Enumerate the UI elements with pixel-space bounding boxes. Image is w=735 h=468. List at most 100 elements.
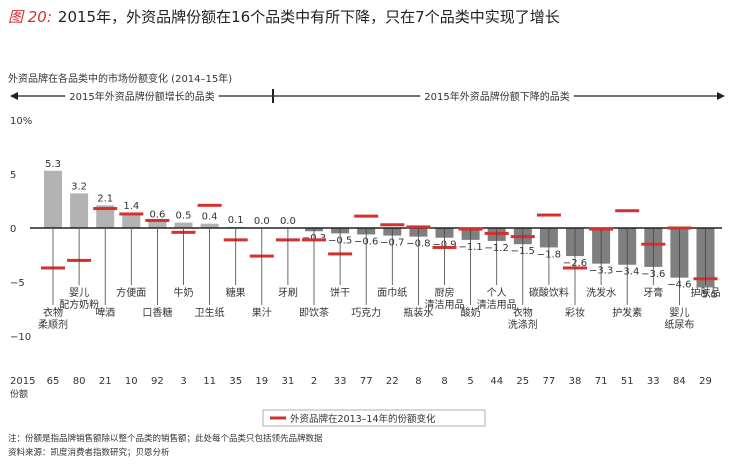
- source-note: 资料来源：凯度消费者指数研究；贝恩分析: [8, 448, 170, 458]
- legend-label: 外资品牌在2013–14年的份额变化: [290, 413, 436, 425]
- share-value: 21: [99, 376, 112, 387]
- bar: [122, 212, 141, 228]
- share-value: 3: [180, 376, 186, 387]
- share-value: 84: [673, 376, 686, 387]
- share-value: 80: [73, 376, 86, 387]
- value-label: 0.1: [228, 215, 244, 226]
- value-label: −5.5: [693, 289, 717, 300]
- category-label: 护肤品: [691, 286, 721, 299]
- share-value: 71: [595, 376, 608, 387]
- category-label: 牙刷: [278, 287, 298, 299]
- category-label: 个人: [487, 287, 507, 299]
- category-label: 清洁用品: [425, 298, 465, 311]
- category-label: 衣物: [513, 306, 533, 319]
- share-value: 19: [255, 376, 268, 387]
- share-value: 35: [229, 376, 242, 387]
- share-value: 44: [490, 376, 503, 387]
- share-value: 10: [125, 376, 138, 387]
- category-label: 清洁用品: [477, 298, 517, 311]
- prior-change-marker: [667, 226, 692, 230]
- bar: [174, 222, 193, 228]
- prior-change-marker: [145, 218, 170, 222]
- legend-box: [262, 409, 486, 427]
- arrow-label-background: [420, 89, 574, 104]
- figure-title-text: 2015年，外资品牌份额在16个品类中有所下降，只在7个品类中实现了增长: [57, 8, 560, 26]
- category-label: 厨房: [435, 286, 455, 299]
- share-value: 77: [543, 376, 556, 387]
- category-label: 面巾纸: [377, 286, 407, 299]
- prior-change-marker: [380, 223, 405, 227]
- figure-number: 图 20:: [8, 8, 52, 26]
- arrow-right-label: 2015年外资品牌份额下降的品类: [424, 90, 569, 103]
- share-value: 22: [386, 376, 399, 387]
- category-label: 洗涤剂: [508, 318, 538, 331]
- y-tick-label: 5: [10, 170, 16, 181]
- category-label: 护发素: [612, 306, 642, 319]
- share-value: 5: [467, 376, 473, 387]
- share-value: 38: [569, 376, 582, 387]
- share-value: 2: [311, 376, 317, 387]
- share-value: 33: [647, 376, 660, 387]
- share-value: 31: [282, 376, 295, 387]
- share-value: 65: [47, 376, 60, 387]
- value-label: 3.2: [71, 181, 87, 192]
- bar: [200, 223, 219, 228]
- category-label: 即饮茶: [299, 306, 329, 319]
- prior-change-marker: [406, 225, 431, 229]
- share-row-label: 2015: [10, 376, 35, 387]
- value-label: 0.0: [280, 216, 296, 227]
- share-value: 51: [621, 376, 634, 387]
- category-label: 衣物: [43, 306, 63, 319]
- category-label: 酸奶: [461, 306, 481, 319]
- category-label: 配方奶粉: [59, 298, 99, 311]
- category-label: 纸尿布: [664, 318, 694, 331]
- category-label: 牛奶: [174, 286, 194, 299]
- bar: [70, 193, 89, 228]
- arrow-label-background: [65, 89, 219, 104]
- prior-change-marker: [354, 214, 379, 218]
- share-value: 25: [516, 376, 529, 387]
- share-value: 33: [334, 376, 347, 387]
- prior-change-marker: [615, 209, 640, 213]
- value-label: 0.4: [202, 212, 218, 223]
- bar: [96, 205, 115, 228]
- y-tick-label: 10%: [10, 116, 32, 127]
- category-label: 柔顺剂: [38, 318, 68, 331]
- value-label: 0.5: [176, 211, 192, 222]
- category-label: 饼干: [330, 286, 350, 299]
- category-label: 洗发水: [586, 286, 616, 299]
- category-label: 婴儿: [69, 287, 89, 299]
- category-label: 牙膏: [643, 286, 663, 299]
- share-value: 29: [699, 376, 712, 387]
- category-label: 瓶装水: [403, 306, 433, 319]
- chart-subtitle: 外资品牌在各品类中的市场份额变化 (2014–15年): [8, 74, 233, 85]
- legend-marker: [270, 416, 286, 420]
- category-label: 口香糖: [142, 306, 172, 319]
- category-label: 卫生纸: [195, 306, 225, 319]
- category-label: 巧克力: [351, 306, 381, 319]
- arrow-left-label: 2015年外资品牌份额增长的品类: [69, 90, 214, 103]
- footnote: 注：份额是指品牌销售额除以整个品类的销售额；此处每个品类只包括领先品牌数据: [8, 434, 323, 444]
- value-label: 0.0: [254, 216, 270, 227]
- value-label: 2.1: [97, 193, 113, 204]
- value-label: 1.4: [123, 201, 139, 212]
- arrow-right-head: [717, 92, 725, 100]
- share-value: 11: [203, 376, 216, 387]
- prior-change-marker: [93, 207, 118, 211]
- y-tick-label: −5: [10, 278, 25, 289]
- value-label: 0.6: [149, 210, 165, 221]
- category-label: 啤酒: [95, 307, 115, 319]
- category-label: 碳酸饮料: [529, 286, 569, 299]
- bar: [148, 221, 167, 228]
- prior-change-marker: [536, 213, 561, 217]
- bar: [44, 170, 62, 228]
- share-value: 8: [415, 376, 421, 387]
- share-value: 77: [360, 376, 373, 387]
- category-label: 婴儿: [669, 307, 689, 319]
- arrow-left-head: [10, 92, 18, 100]
- share-value: 92: [151, 376, 164, 387]
- category-label: 彩妆: [565, 306, 585, 319]
- category-label: 果汁: [252, 306, 272, 319]
